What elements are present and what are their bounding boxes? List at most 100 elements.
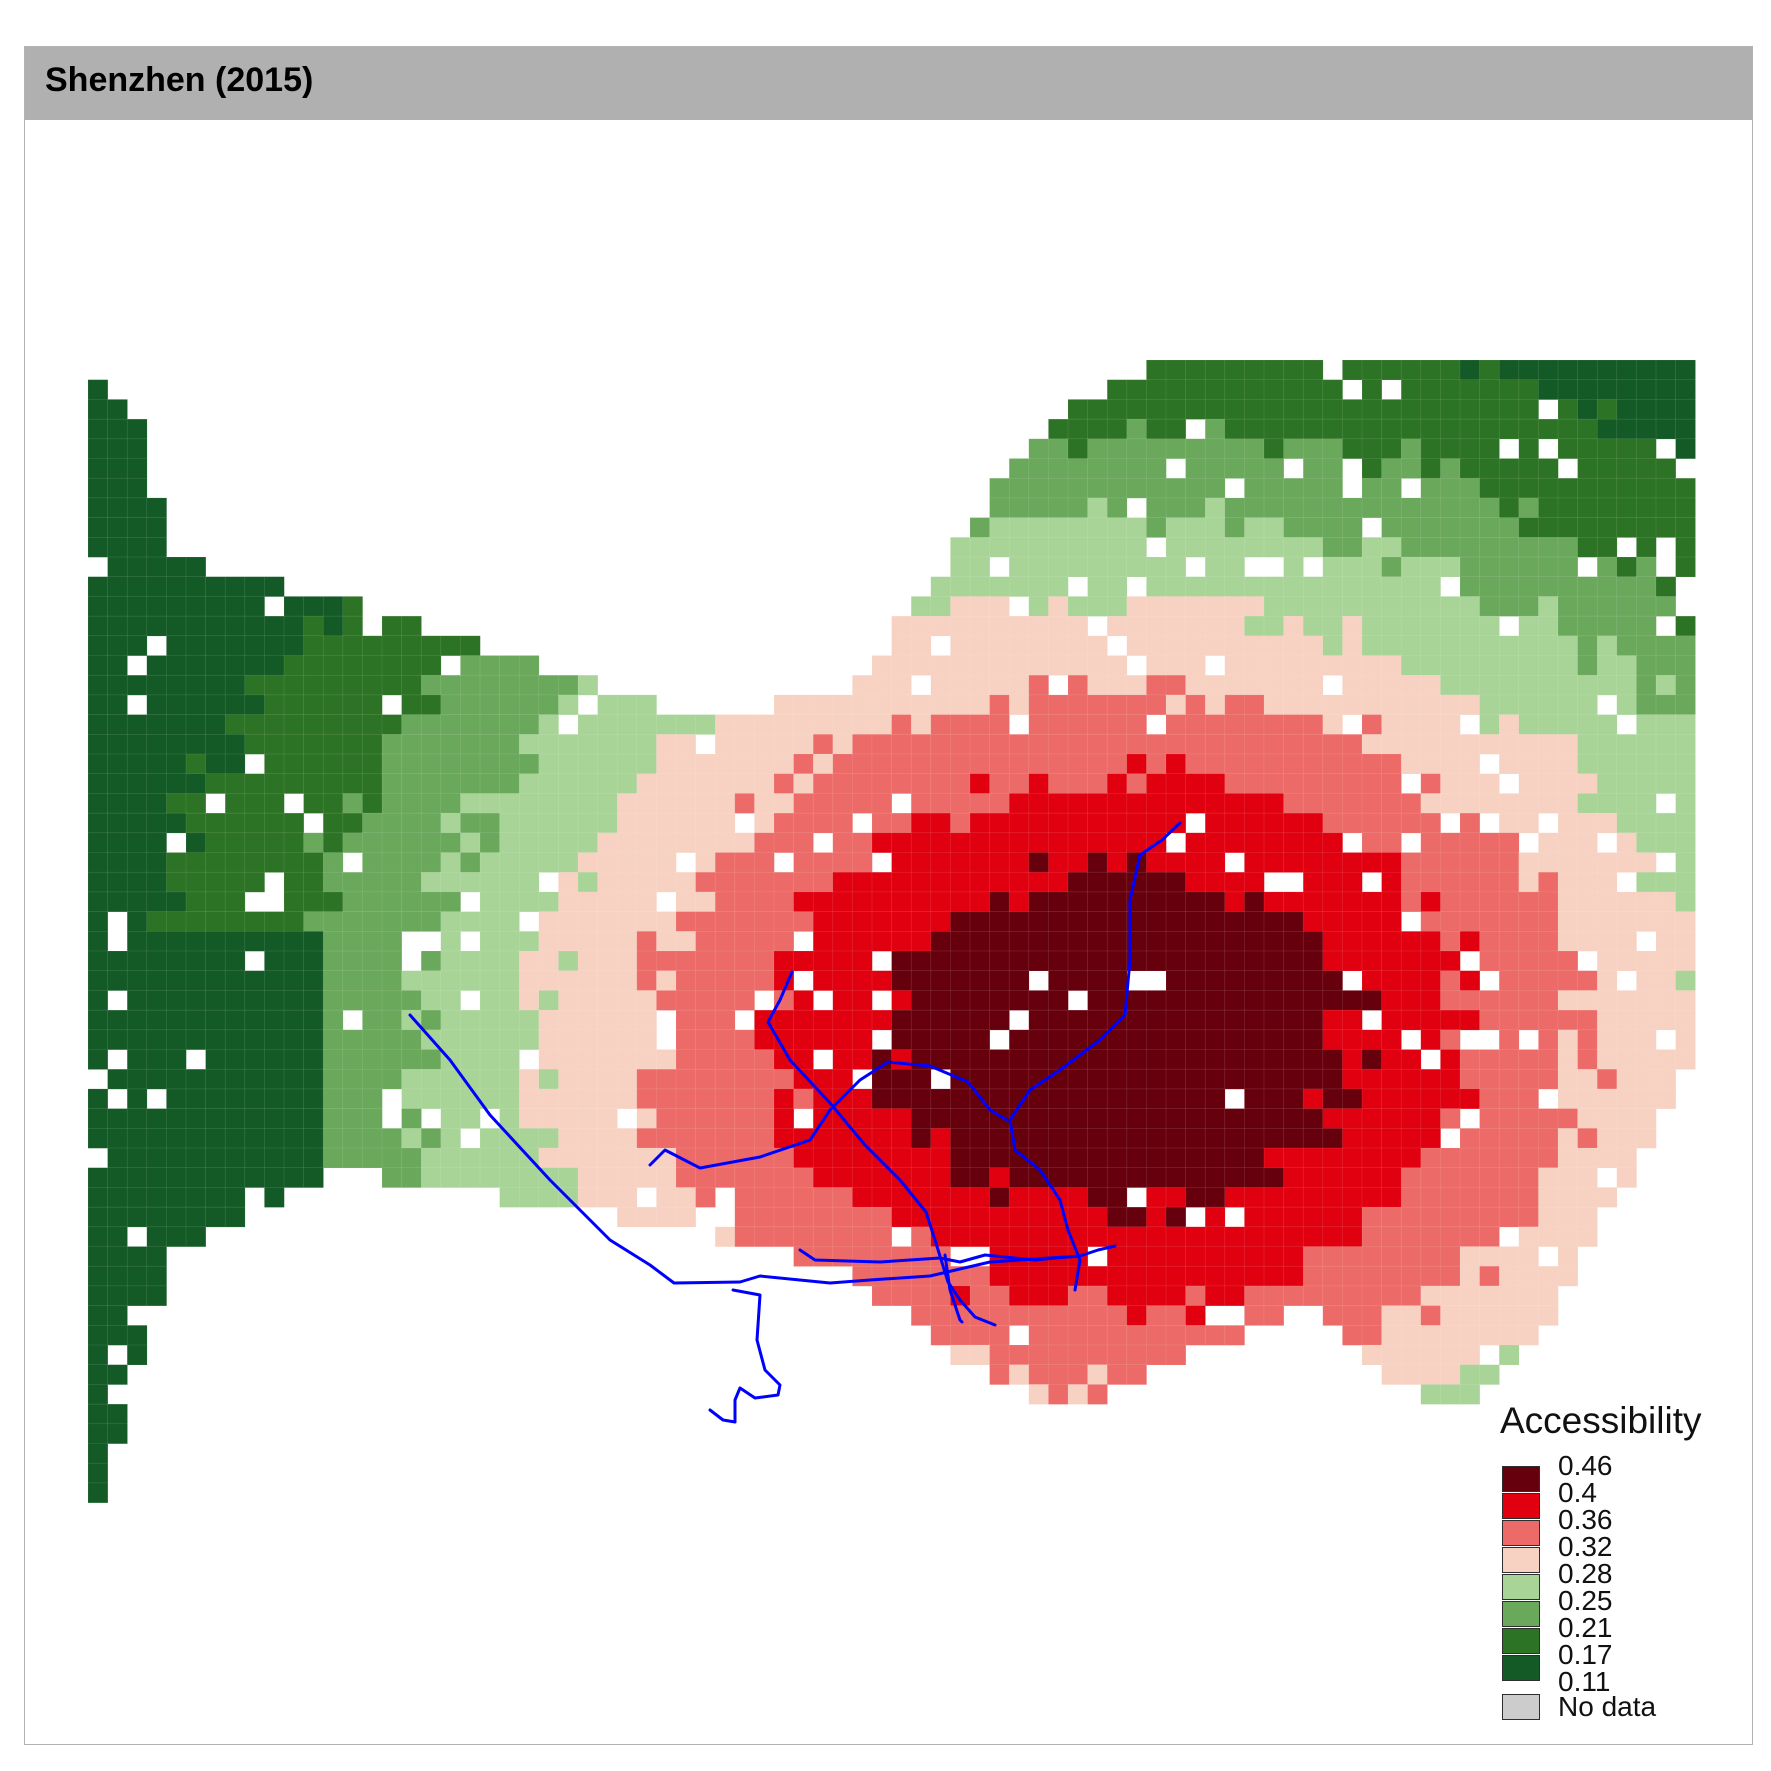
- grid-cell: [989, 1088, 1010, 1110]
- grid-cell: [1204, 438, 1226, 460]
- grid-cell: [1596, 359, 1618, 381]
- grid-cell: [1224, 576, 1246, 598]
- grid-cell: [87, 793, 109, 814]
- grid-cell: [303, 871, 324, 893]
- grid-cell: [264, 733, 285, 755]
- grid-cell: [1538, 1305, 1559, 1326]
- grid-cell: [734, 871, 755, 893]
- grid-cell: [1498, 832, 1520, 854]
- grid-cell: [1498, 714, 1520, 735]
- grid-cell: [1498, 477, 1520, 499]
- grid-cell: [303, 1128, 324, 1149]
- grid-cell: [1204, 733, 1226, 755]
- grid-cell: [1400, 615, 1422, 637]
- grid-cell: [1048, 852, 1069, 873]
- grid-cell: [714, 714, 736, 735]
- grid-cell: [1577, 1108, 1598, 1129]
- grid-cell: [1008, 497, 1030, 519]
- grid-cell: [969, 773, 991, 795]
- grid-cell: [224, 635, 246, 657]
- grid-cell: [989, 1285, 1010, 1307]
- grid-cell: [1498, 517, 1520, 538]
- grid-cell: [636, 1009, 657, 1031]
- grid-cell: [1538, 1049, 1559, 1070]
- grid-cell: [1146, 1049, 1167, 1070]
- grid-cell: [166, 891, 187, 913]
- grid-cell: [107, 596, 128, 617]
- grid-cell: [538, 674, 559, 696]
- grid-cell: [1518, 1009, 1540, 1031]
- grid-cell: [1048, 1325, 1069, 1346]
- grid-cell: [656, 832, 677, 854]
- grid-cell: [401, 1068, 422, 1090]
- grid-cell: [1557, 399, 1579, 420]
- grid-cell: [891, 871, 912, 893]
- grid-cell: [499, 733, 520, 755]
- grid-cell: [479, 1167, 501, 1188]
- grid-cell: [1342, 635, 1363, 657]
- grid-cell: [675, 891, 697, 913]
- grid-cell: [1322, 1128, 1344, 1149]
- grid-cell: [636, 930, 657, 952]
- grid-cell: [1067, 1305, 1089, 1326]
- grid-cell: [1518, 1167, 1540, 1188]
- grid-cell: [1322, 1049, 1344, 1070]
- grid-cell: [1224, 1049, 1246, 1070]
- grid-cell: [1028, 773, 1050, 795]
- grid-cell: [1361, 1265, 1383, 1287]
- grid-cell: [1596, 517, 1618, 538]
- grid-cell: [1204, 615, 1226, 637]
- grid-cell: [381, 970, 403, 992]
- grid-cell: [871, 733, 893, 755]
- grid-cell: [1655, 694, 1677, 716]
- grid-cell: [166, 930, 187, 952]
- grid-cell: [1322, 1068, 1344, 1090]
- grid-cell: [989, 930, 1010, 952]
- grid-cell: [1263, 1068, 1285, 1090]
- grid-cell: [1263, 970, 1285, 992]
- grid-cell: [166, 694, 187, 716]
- grid-cell: [754, 1167, 775, 1188]
- grid-cell: [460, 694, 481, 716]
- grid-cell: [577, 674, 599, 696]
- grid-cell: [1322, 1108, 1344, 1129]
- grid-cell: [1440, 891, 1461, 913]
- grid-cell: [479, 1049, 501, 1070]
- grid-cell: [1518, 1325, 1540, 1346]
- grid-cell: [910, 891, 932, 913]
- grid-cell: [1165, 773, 1187, 795]
- grid-cell: [1126, 1049, 1148, 1070]
- grid-cell: [1518, 1068, 1540, 1090]
- grid-cell: [1400, 1049, 1422, 1070]
- grid-cell: [793, 832, 814, 854]
- grid-cell: [224, 891, 246, 913]
- grid-cell: [1204, 1325, 1226, 1346]
- grid-cell: [224, 753, 246, 775]
- grid-cell: [1342, 773, 1363, 795]
- grid-cell: [322, 733, 344, 755]
- grid-cell: [381, 832, 403, 854]
- grid-cell: [166, 753, 187, 775]
- grid-cell: [695, 1049, 716, 1070]
- grid-cell: [322, 1128, 344, 1149]
- grid-cell: [126, 832, 148, 854]
- grid-cell: [1283, 832, 1304, 854]
- grid-cell: [322, 773, 344, 795]
- grid-cell: [362, 635, 383, 657]
- grid-cell: [1538, 930, 1559, 952]
- grid-cell: [342, 812, 363, 834]
- grid-cell: [1459, 1265, 1481, 1287]
- grid-cell: [87, 1462, 109, 1484]
- grid-cell: [930, 930, 951, 952]
- grid-cell: [1381, 359, 1402, 381]
- grid-cell: [675, 1187, 697, 1208]
- grid-cell: [1636, 733, 1657, 755]
- grid-cell: [577, 891, 599, 913]
- grid-cell: [166, 1009, 187, 1031]
- grid-cell: [930, 733, 951, 755]
- grid-cell: [1342, 1246, 1363, 1267]
- grid-cell: [891, 615, 912, 637]
- grid-cell: [1636, 950, 1657, 972]
- grid-cell: [146, 773, 168, 795]
